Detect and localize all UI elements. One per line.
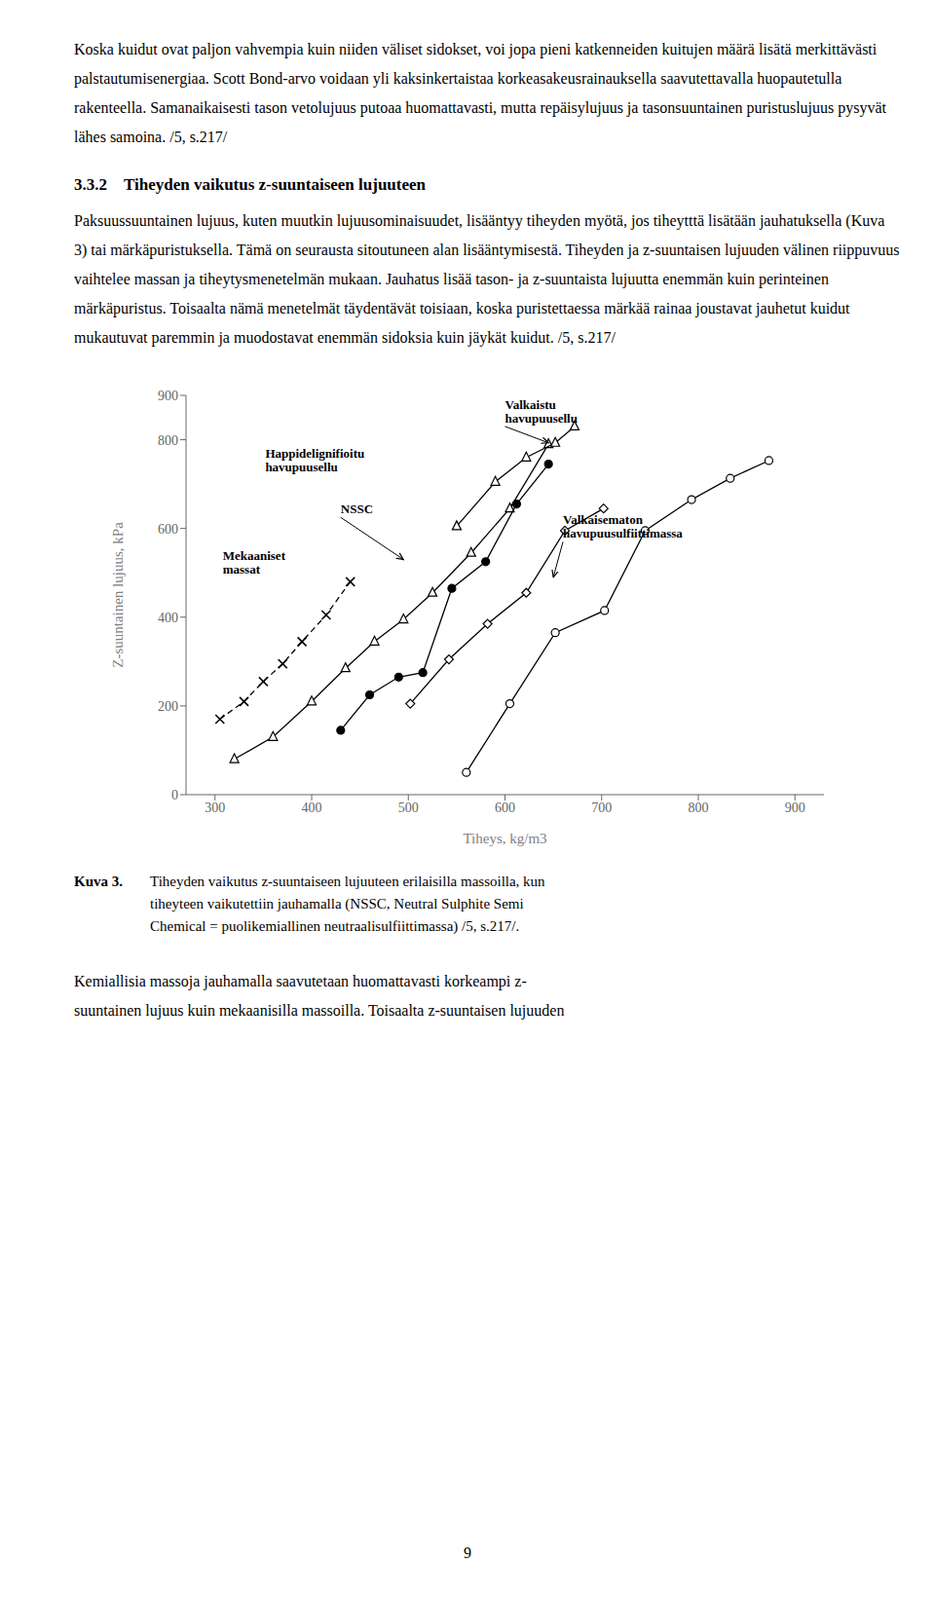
svg-text:NSSC: NSSC: [340, 501, 374, 517]
svg-text:Valkaistuhavupuusellu: Valkaistuhavupuusellu: [505, 397, 578, 426]
svg-text:400: 400: [301, 800, 323, 816]
html-text:Kemiallisia massoja jauhamalla: Kemiallisia massoja jauhamalla saavuteta…: [74, 972, 527, 990]
svg-text:Z-suuntainen lujuus, kPa: Z-suuntainen lujuus, kPa: [110, 522, 126, 669]
html-text:Kuva 3.: Kuva 3.: [74, 873, 123, 890]
svg-text:Valkaisematonhavupuusulfiittim: Valkaisematonhavupuusulfiittimassa: [562, 512, 683, 541]
svg-text:Mekaanisetmassat: Mekaanisetmassat: [223, 548, 287, 577]
svg-text:0: 0: [171, 787, 179, 803]
svg-text:200: 200: [157, 699, 179, 714]
html-text:Paksuussuuntainen lujuus, kute: Paksuussuuntainen lujuus, kuten muutkin …: [74, 212, 900, 346]
svg-text:Tiheys, kg/m3: Tiheys, kg/m3: [462, 830, 547, 847]
html-text:Tiheyden vaikutus z-suuntaisee: Tiheyden vaikutus z-suuntaiseen lujuutee…: [149, 873, 546, 935]
svg-text:400: 400: [157, 610, 179, 626]
svg-text:300: 300: [204, 800, 225, 816]
html-text:9: 9: [463, 1544, 472, 1562]
svg-text:700: 700: [591, 800, 612, 816]
svg-text:600: 600: [494, 800, 516, 816]
svg-text:800: 800: [687, 800, 709, 816]
svg-text:800: 800: [157, 433, 179, 449]
svg-text:Happidelignifioituhavupuusellu: Happidelignifioituhavupuusellu: [264, 446, 365, 475]
html-text:suuntainen lujuus kuin mekaani: suuntainen lujuus kuin mekaanisilla mass…: [74, 1002, 565, 1019]
html-text:Koska kuidut ovat paljon vahve: Koska kuidut ovat paljon vahvempia kuin …: [74, 40, 887, 146]
html-text:3.3.2 Tiheyden vaikutus z-suun: 3.3.2 Tiheyden vaikutus z-suuntaiseen lu…: [74, 175, 426, 194]
svg-text:600: 600: [157, 522, 179, 537]
svg-text:900: 900: [157, 388, 179, 404]
svg-text:500: 500: [398, 800, 419, 816]
svg-text:900: 900: [785, 800, 806, 816]
